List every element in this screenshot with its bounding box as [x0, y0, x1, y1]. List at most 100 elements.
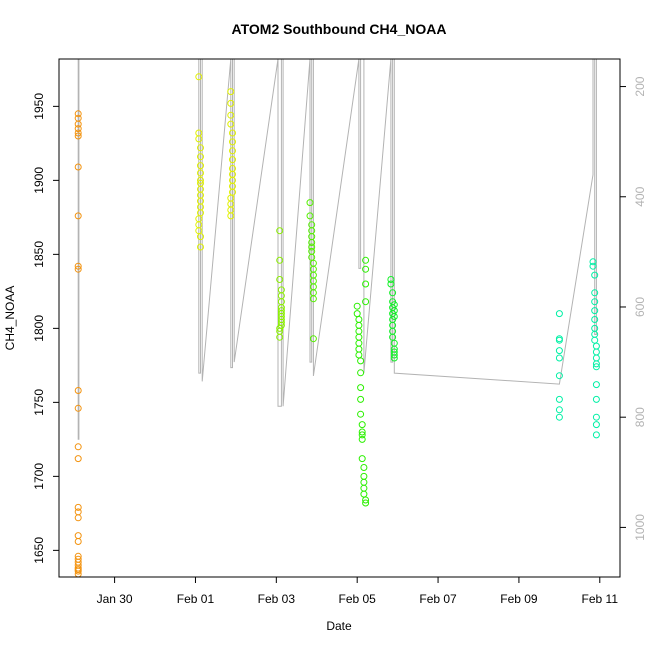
y2-tick-label: 800 [633, 407, 647, 427]
data-point [592, 431, 600, 439]
y-tick-label: 1850 [32, 241, 46, 268]
data-point [357, 395, 365, 403]
data-point [589, 262, 597, 270]
data-point [390, 351, 398, 359]
data-point [357, 357, 365, 365]
data-point [357, 410, 365, 418]
data-point [592, 363, 600, 371]
data-point [74, 212, 82, 220]
data-point [74, 265, 82, 273]
data-point [362, 265, 370, 273]
data-point [227, 111, 235, 119]
data-point [591, 336, 599, 344]
pressure-lines [77, 58, 597, 440]
y-axis-label: CH4_NOAA [3, 286, 17, 351]
data-point [357, 369, 365, 377]
pressure-line [77, 58, 597, 440]
data-point [387, 280, 395, 288]
data-point [229, 156, 236, 164]
data-point [555, 395, 563, 403]
data-point [355, 321, 363, 329]
data-point [227, 99, 235, 107]
y-tick-label: 1950 [32, 93, 46, 120]
data-point [360, 484, 368, 492]
data-point [362, 499, 370, 507]
data-point [591, 307, 599, 315]
data-point [227, 120, 235, 128]
x-tick-label: Feb 05 [339, 592, 377, 606]
data-point [358, 428, 366, 436]
y-axis: 1650 1700 1750 1800 1850 1900 1950 [32, 93, 59, 564]
data-point [589, 258, 597, 266]
data-point [353, 302, 361, 310]
data-point [592, 354, 600, 362]
data-point [358, 421, 366, 429]
data-point [360, 478, 368, 486]
data-point [197, 153, 204, 161]
data-point [197, 162, 204, 170]
data-point [74, 129, 82, 137]
data-point [197, 233, 204, 241]
x-axis: Jan 30 Feb 01 Feb 03 Feb 05 Feb 07 Feb 09 Feb … [97, 577, 618, 606]
data-point [197, 144, 204, 152]
y-tick-label: 1650 [32, 537, 46, 564]
data-point [74, 538, 82, 545]
x-tick-label: Feb 09 [500, 592, 538, 606]
x-tick-label: Jan 30 [97, 592, 133, 606]
data-point [276, 276, 284, 283]
data-point [74, 514, 82, 522]
data-point [555, 347, 563, 355]
data-point [592, 413, 600, 421]
data-point [74, 443, 82, 451]
y2-tick-label: 400 [633, 186, 647, 206]
data-point [555, 310, 563, 318]
data-point [555, 406, 563, 414]
data-point [276, 333, 284, 341]
data-point [592, 360, 600, 368]
y-tick-label: 1900 [32, 167, 46, 194]
data-point [592, 395, 600, 403]
data-point [591, 289, 599, 297]
data-point [358, 431, 366, 439]
data-point [555, 336, 563, 344]
y-tick-label: 1700 [32, 463, 46, 490]
x-tick-label: Feb 01 [177, 592, 215, 606]
data-point [355, 327, 363, 335]
data-point [591, 316, 599, 323]
x-axis-label: Date [326, 619, 352, 633]
data-point [357, 384, 365, 392]
data-point [227, 212, 235, 220]
data-point [389, 289, 397, 297]
data-point [555, 413, 563, 421]
data-point [195, 73, 203, 81]
data-point [360, 490, 368, 498]
data-point [74, 125, 82, 133]
x-tick-label: Feb 03 [258, 592, 296, 606]
data-point [362, 256, 370, 264]
data-point [229, 138, 236, 146]
data-point [197, 169, 204, 177]
data-point [362, 280, 370, 288]
data-point [74, 532, 82, 540]
x-tick-label: Feb 07 [419, 592, 457, 606]
data-point [276, 256, 284, 264]
data-point [591, 271, 599, 279]
data-point [308, 243, 316, 251]
data-point [306, 212, 314, 220]
data-point [591, 298, 599, 306]
data-point [555, 354, 563, 362]
chart-title: ATOM2 Southbound CH4_NOAA [232, 21, 447, 37]
data-point [592, 381, 600, 389]
data-point [74, 110, 82, 118]
y2-axis: 200 400 600 800 1000 [620, 76, 647, 541]
data-point [592, 421, 600, 429]
data-point [74, 120, 82, 128]
data-point [353, 310, 361, 318]
data-point [387, 276, 395, 283]
data-point [355, 316, 363, 323]
y-tick-label: 1800 [32, 315, 46, 342]
y2-tick-label: 200 [633, 76, 647, 96]
data-point [74, 567, 82, 575]
data-point [592, 342, 600, 350]
